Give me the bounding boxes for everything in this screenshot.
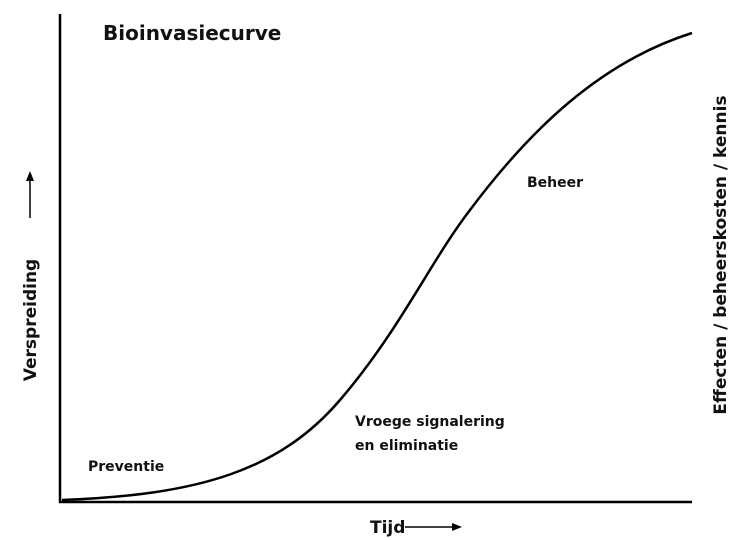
annotation: Vroege signalering bbox=[355, 414, 505, 430]
y-axis-label: Verspreiding bbox=[21, 259, 41, 381]
annotation: Preventie bbox=[88, 459, 164, 475]
title: Bioinvasiecurve bbox=[103, 21, 281, 45]
x-axis-label: Tijd bbox=[370, 518, 405, 538]
annotation: Beheer bbox=[527, 175, 583, 191]
annotation: en eliminatie bbox=[355, 438, 458, 454]
invasion-curve bbox=[61, 31, 693, 502]
y-arrow bbox=[26, 171, 34, 218]
right-axis-label: Effecten / beheerskosten / kennis bbox=[711, 95, 731, 414]
x-arrow bbox=[405, 523, 462, 531]
